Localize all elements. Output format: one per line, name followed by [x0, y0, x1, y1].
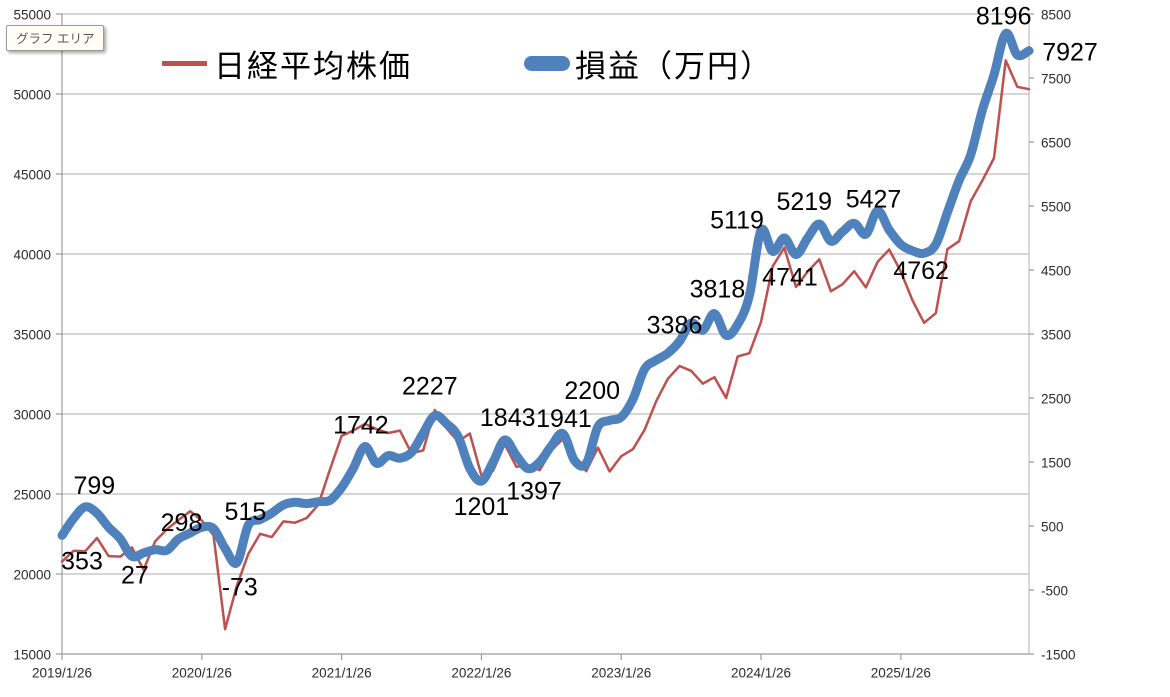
x-axis-tick-label: 2021/1/26: [312, 666, 372, 681]
data-label[interactable]: 4762: [893, 257, 949, 285]
data-label[interactable]: 1397: [506, 478, 562, 506]
series-line-nikkei[interactable]: [60, 59, 1031, 631]
data-label[interactable]: 1201: [454, 493, 510, 521]
left-axis-tick-label: 55000: [13, 8, 51, 23]
right-axis-tick-label: -500: [1041, 584, 1068, 599]
data-label[interactable]: 7927: [1042, 39, 1098, 67]
data-label[interactable]: 8196: [976, 2, 1032, 30]
gridlines: [61, 13, 1030, 655]
legend-item-nikkei[interactable]: 日経平均株価: [162, 41, 412, 86]
data-label[interactable]: 1941: [536, 405, 592, 433]
series-line-profit[interactable]: [57, 28, 1034, 568]
x-axis-tick-label: 2020/1/26: [172, 666, 232, 681]
left-axis[interactable]: 55000 50000 45000 40000 35000 30000 25000 20000…: [13, 8, 62, 663]
right-axis-tick-label: 4500: [1041, 264, 1071, 279]
right-axis-tick-label: 2500: [1041, 392, 1071, 407]
data-label[interactable]: 5119: [710, 206, 764, 234]
data-label[interactable]: 5427: [846, 186, 902, 214]
right-axis-tick-label: 8500: [1041, 8, 1071, 23]
right-axis-tick-label: 7500: [1041, 72, 1071, 87]
data-label[interactable]: 3386: [647, 311, 703, 339]
right-axis-tick-label: 1500: [1041, 456, 1071, 471]
data-label[interactable]: 2227: [402, 372, 458, 400]
data-label[interactable]: 515: [225, 498, 267, 526]
legend-label-nikkei: 日経平均株価: [214, 49, 412, 84]
data-label[interactable]: 1843: [480, 404, 536, 432]
right-axis-tick-label: 3500: [1041, 328, 1071, 343]
legend-item-profit[interactable]: 損益（万円）: [524, 41, 773, 86]
x-axis-tick-label: 2025/1/26: [871, 666, 931, 681]
data-label[interactable]: 799: [73, 472, 115, 500]
x-axis-tick-label: 2024/1/26: [731, 666, 791, 681]
data-label[interactable]: 298: [161, 509, 203, 537]
data-label[interactable]: 4741: [762, 264, 818, 292]
data-label[interactable]: 1742: [333, 412, 389, 440]
left-axis-tick-label: 35000: [13, 328, 51, 343]
left-axis-tick-label: 40000: [13, 248, 51, 263]
data-label[interactable]: -73: [222, 574, 258, 602]
data-label[interactable]: 5219: [776, 188, 832, 216]
chart-area-tooltip: グラフ エリア: [6, 25, 105, 51]
x-axis-tick-label: 2022/1/26: [451, 666, 511, 681]
left-axis-tick-label: 20000: [13, 568, 51, 583]
right-axis-tick-label: -1500: [1041, 648, 1076, 663]
data-label[interactable]: 3818: [690, 276, 746, 304]
left-axis-tick-label: 30000: [13, 408, 51, 423]
right-axis-tick-label: 5500: [1041, 200, 1071, 215]
right-axis[interactable]: 8500 7500 6500 5500 4500 3500 2500 1500 500 -500 -…: [1029, 8, 1076, 663]
data-label[interactable]: 27: [121, 561, 149, 589]
tooltip-text: グラフ エリア: [16, 32, 95, 46]
x-axis[interactable]: 2019/1/26 2020/1/26 2021/1/26 2022/1/26 2023…: [32, 654, 931, 681]
x-axis-tick-label: 2019/1/26: [32, 666, 92, 681]
left-axis-tick-label: 15000: [13, 648, 51, 663]
profit-line-marker: [524, 56, 570, 71]
left-axis-tick-label: 25000: [13, 488, 51, 503]
data-label[interactable]: 2200: [564, 377, 620, 405]
nikkei-line-marker: [162, 61, 207, 66]
legend-label-profit: 損益（万円）: [575, 49, 773, 84]
right-axis-tick-label: 6500: [1041, 136, 1071, 151]
right-axis-tick-label: 500: [1041, 520, 1064, 535]
left-axis-tick-label: 45000: [13, 168, 51, 183]
data-labels: 353 799 27 298 -73 515 1742 2227 1201 1843 1397 194…: [61, 2, 1098, 601]
data-label[interactable]: 353: [61, 547, 103, 575]
left-axis-tick-label: 50000: [13, 88, 51, 103]
x-axis-tick-label: 2023/1/26: [591, 666, 651, 681]
